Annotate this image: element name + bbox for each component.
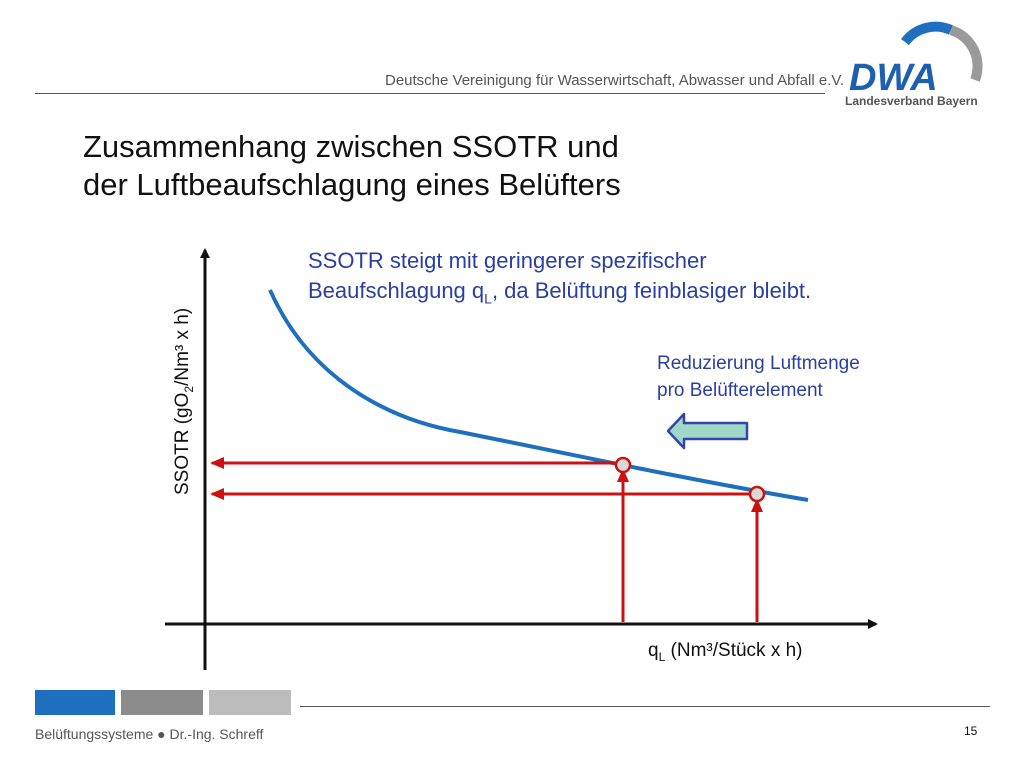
logo-wordmark: DWA [849,57,938,99]
reduction-arrow [666,412,749,450]
logo-arc-blue [900,21,954,46]
footer-block-blue [35,690,115,715]
ssotr-curve [268,289,809,502]
operating-point-2 [748,485,766,503]
logo-arc-gray [949,25,983,82]
dwa-logo: DWA [849,21,983,99]
footer-block-dark-gray [121,690,203,715]
slide-title: Zusammenhang zwischen SSOTR und der Luft… [83,128,621,204]
y-axis-label: SSOTR (gO2/Nm³ x h) [172,307,196,495]
annotation-reduction-line-1: Reduzierung Luftmenge [657,353,860,374]
footer-block-light-gray [209,690,291,715]
x-axis-label: qL (Nm³/Stück x h) [648,640,803,664]
footer-presentation-info: Belüftungssysteme ● Dr.-Ing. Schreff [35,726,264,742]
annotation-ssotr-line-1: SSOTR steigt mit geringerer spezifischer [308,248,707,273]
annotation-ssotr-increase: SSOTR steigt mit geringerer spezifischer… [308,246,811,313]
header-divider [35,93,825,94]
page-number: 15 [964,724,978,738]
annotation-ssotr-line-2: Beaufschlagung qL, da Belüftung feinblas… [308,278,812,307]
slide-title-line-1: Zusammenhang zwischen SSOTR und [83,129,619,164]
annotation-air-reduction: Reduzierung Luftmenge pro Belüfterelemen… [657,350,860,404]
logo-subtitle: Landesverband Bayern [845,94,978,108]
operating-point-1 [614,456,632,474]
slide-title-line-2: der Luftbeaufschlagung eines Belüfters [83,167,621,202]
annotation-reduction-line-2: pro Belüfterelement [657,380,823,401]
organization-name: Deutsche Vereinigung für Wasserwirtschaf… [385,72,845,89]
footer-divider [300,706,990,707]
